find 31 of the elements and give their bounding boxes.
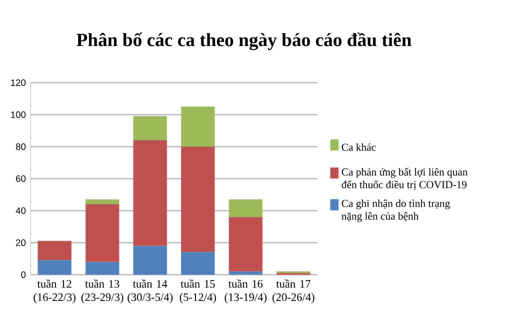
bar <box>38 240 72 261</box>
bar <box>133 116 168 141</box>
y-tick-label: 60 <box>16 175 26 182</box>
bar <box>228 199 263 218</box>
y-tick-label: 40 <box>16 207 26 214</box>
bar <box>228 271 263 275</box>
x-tick-label: tuần 17 (20-26/4) <box>272 279 314 304</box>
legend-label: Ca ghi nhận do tình trạng nặng lên của bệnh <box>342 200 450 222</box>
x-tick-label: tuần 16 (13-19/4) <box>224 279 267 304</box>
y-tick-label: 80 <box>16 143 26 150</box>
x-tick-label: tuần 13 (23-29/3) <box>81 279 124 304</box>
bar <box>38 260 72 275</box>
bar <box>85 204 120 262</box>
chart-title: Phân bố các ca theo ngày báo cáo đầu tiên <box>76 32 412 50</box>
bar <box>133 140 168 246</box>
y-tick-label: 0 <box>21 271 26 278</box>
bar <box>180 252 215 275</box>
x-tick-label: tuần 12 (16-22/3) <box>34 279 76 304</box>
x-tick-label: tuần 14 (30/3-5/4) <box>128 279 173 304</box>
bar <box>133 246 168 275</box>
x-tick-label: tuần 15 (5-12/4) <box>180 279 216 304</box>
y-tick-label: 120 <box>11 79 26 86</box>
bar <box>180 146 215 253</box>
y-tick-label: 100 <box>11 111 26 118</box>
bar <box>228 216 263 272</box>
legend-label: Ca khác <box>342 143 376 151</box>
bar <box>85 262 120 275</box>
legend-label: Ca phản ứng bất lợi liên quan đến thuốc điều trị COVID-19 <box>342 168 468 190</box>
bar <box>85 199 120 205</box>
bar <box>180 106 215 147</box>
y-tick-label: 20 <box>16 239 26 246</box>
